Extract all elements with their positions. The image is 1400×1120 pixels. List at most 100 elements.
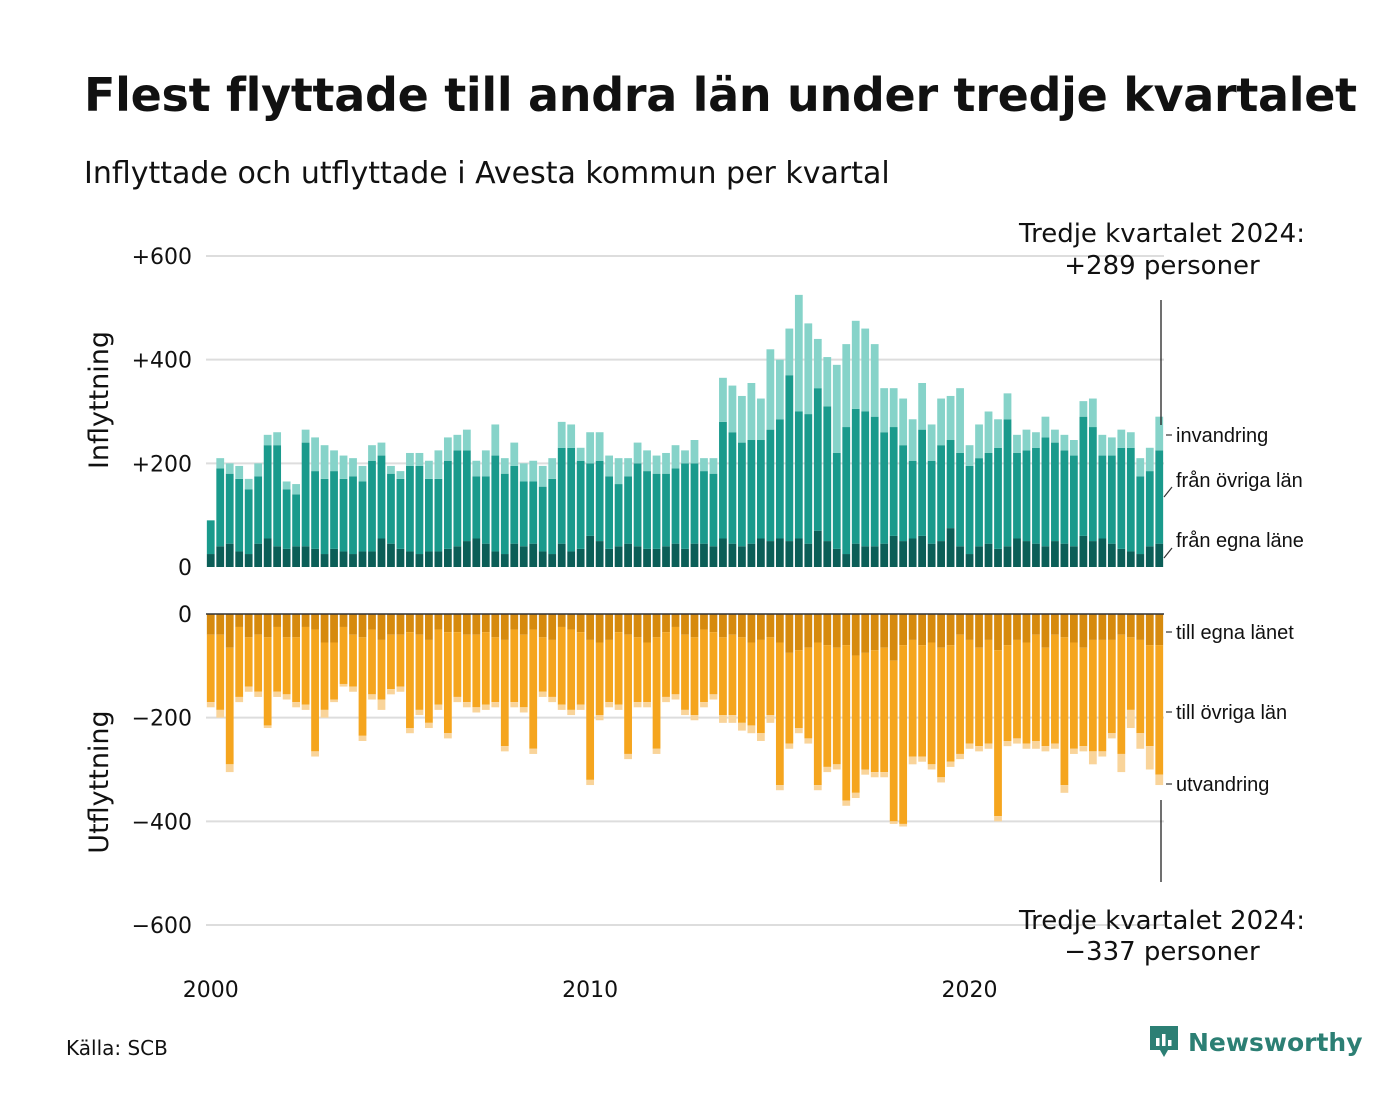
bar-inflyttning-1 (1145, 471, 1154, 547)
bar-utflyttning-0 (842, 614, 851, 646)
bar-inflyttning-2 (681, 450, 689, 464)
bar-inflyttning-0 (557, 543, 566, 567)
bar-inflyttning-0 (1060, 543, 1069, 567)
bar-inflyttning-0 (1126, 551, 1135, 567)
bar-utflyttning-2 (368, 694, 376, 700)
bar-utflyttning-2 (387, 689, 395, 695)
bar-utflyttning-0 (880, 614, 889, 648)
brand-logo: Newsworthy (1148, 1024, 1363, 1060)
bar-inflyttning-2 (614, 458, 623, 485)
bar-utflyttning-0 (434, 614, 443, 630)
bar-inflyttning-1 (500, 473, 509, 555)
bar-inflyttning-0 (529, 543, 538, 567)
bar-inflyttning-2 (1032, 432, 1040, 448)
bar-inflyttning-0 (624, 543, 632, 567)
bar-utflyttning-2 (282, 694, 291, 700)
bar-inflyttning-2 (1155, 416, 1164, 451)
bar-utflyttning-1 (567, 629, 576, 710)
bar-utflyttning-1 (273, 626, 282, 692)
bar-utflyttning-2 (804, 738, 813, 744)
bar-utflyttning-0 (870, 614, 879, 651)
bar-inflyttning-0 (1003, 546, 1012, 567)
bar-utflyttning-1 (1070, 642, 1078, 749)
y-tick-top: +600 (132, 245, 192, 270)
bar-inflyttning-0 (576, 548, 585, 567)
bar-inflyttning-0 (937, 541, 945, 567)
bar-inflyttning-0 (510, 543, 519, 567)
bar-utflyttning-2 (557, 704, 566, 710)
bar-inflyttning-0 (832, 548, 841, 567)
bar-utflyttning-1 (1136, 639, 1145, 734)
bar-utflyttning-0 (738, 614, 746, 638)
bar-utflyttning-0 (1022, 614, 1031, 643)
bar-utflyttning-1 (491, 637, 500, 703)
bar-inflyttning-1 (927, 460, 936, 544)
bar-inflyttning-0 (462, 541, 471, 567)
bar-utflyttning-1 (595, 642, 604, 716)
bar-inflyttning-0 (216, 546, 225, 567)
bar-utflyttning-2 (794, 728, 803, 734)
bar-inflyttning-1 (1013, 452, 1021, 539)
bar-inflyttning-2 (235, 465, 244, 479)
bar-utflyttning-2 (292, 702, 300, 708)
bar-inflyttning-2 (965, 445, 974, 466)
x-tick: 2000 (183, 978, 239, 1003)
bar-utflyttning-2 (709, 694, 718, 700)
bar-inflyttning-0 (775, 538, 784, 567)
bar-inflyttning-2 (254, 463, 263, 477)
bar-utflyttning-2 (443, 733, 452, 739)
bar-utflyttning-2 (671, 694, 680, 700)
bar-inflyttning-2 (956, 388, 964, 453)
bar-utflyttning-2 (320, 709, 329, 718)
bar-utflyttning-0 (1098, 614, 1107, 640)
bar-utflyttning-2 (832, 764, 841, 770)
bar-utflyttning-1 (633, 637, 642, 703)
bar-utflyttning-0 (301, 614, 310, 627)
bar-inflyttning-1 (832, 452, 841, 549)
bar-utflyttning-1 (804, 647, 813, 739)
bar-utflyttning-0 (377, 614, 386, 640)
bar-inflyttning-2 (927, 424, 936, 461)
bar-inflyttning-1 (690, 463, 699, 544)
bar-utflyttning-2 (510, 702, 519, 708)
bar-utflyttning-0 (216, 614, 225, 635)
bar-utflyttning-2 (927, 764, 936, 770)
bar-inflyttning-2 (481, 450, 490, 477)
bar-utflyttning-1 (1060, 637, 1069, 786)
bar-inflyttning-1 (1155, 450, 1164, 544)
bar-utflyttning-0 (984, 614, 993, 640)
bar-inflyttning-1 (586, 463, 595, 536)
bar-inflyttning-2 (1013, 434, 1021, 453)
bar-utflyttning-0 (1117, 614, 1126, 635)
bar-utflyttning-1 (396, 634, 405, 687)
bar-utflyttning-2 (719, 715, 727, 723)
bar-inflyttning-2 (1136, 458, 1145, 477)
bar-inflyttning-2 (984, 411, 993, 453)
y-tick-bottom: −600 (132, 914, 192, 939)
bar-inflyttning-2 (813, 338, 822, 389)
bar-inflyttning-1 (406, 465, 414, 552)
bar-inflyttning-0 (443, 548, 452, 567)
bar-utflyttning-1 (728, 634, 737, 716)
bar-inflyttning-1 (368, 460, 376, 552)
bar-utflyttning-2 (301, 704, 310, 710)
bar-inflyttning-1 (453, 450, 462, 547)
bar-inflyttning-0 (956, 546, 964, 567)
bar-utflyttning-2 (548, 696, 557, 703)
bar-utflyttning-1 (937, 647, 945, 778)
bar-inflyttning-1 (851, 408, 860, 544)
bar-inflyttning-0 (254, 543, 263, 567)
bar-utflyttning-2 (396, 686, 405, 692)
bar-utflyttning-2 (1126, 709, 1135, 729)
bar-inflyttning-1 (235, 478, 244, 552)
bar-utflyttning-2 (870, 772, 879, 778)
bar-inflyttning-1 (311, 471, 319, 549)
bar-inflyttning-1 (330, 471, 338, 549)
bar-inflyttning-0 (481, 543, 490, 567)
y-tick-top: +200 (132, 452, 192, 477)
bar-inflyttning-0 (870, 546, 879, 567)
bar-inflyttning-1 (738, 442, 746, 547)
bar-utflyttning-1 (861, 652, 870, 770)
bar-utflyttning-0 (225, 614, 234, 648)
bar-utflyttning-1 (1032, 634, 1040, 741)
